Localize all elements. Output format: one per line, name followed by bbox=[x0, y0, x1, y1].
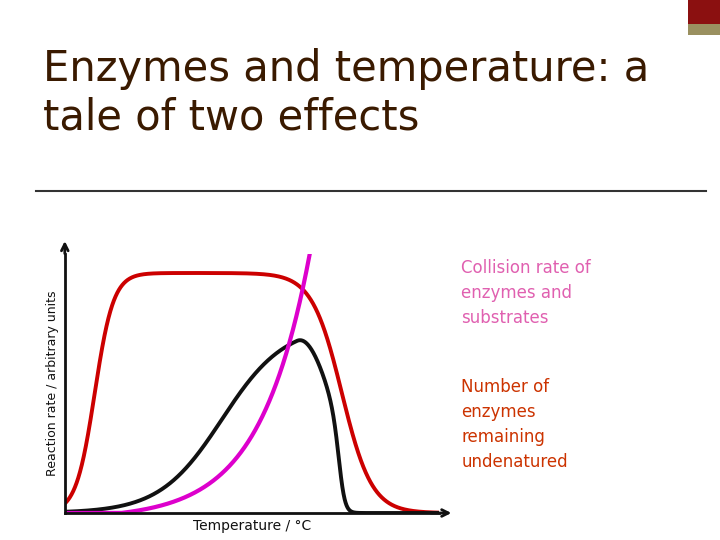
Bar bbox=[688, 24, 720, 35]
X-axis label: Temperature / °C: Temperature / °C bbox=[193, 518, 311, 532]
Text: Enzymes and temperature: a
tale of two effects: Enzymes and temperature: a tale of two e… bbox=[43, 48, 649, 139]
Bar bbox=[688, 0, 720, 24]
Text: Number of
enzymes
remaining
undenatured: Number of enzymes remaining undenatured bbox=[462, 378, 568, 471]
Text: Collision rate of
enzymes and
substrates: Collision rate of enzymes and substrates bbox=[462, 259, 591, 327]
Y-axis label: Reaction rate / arbitrary units: Reaction rate / arbitrary units bbox=[46, 291, 59, 476]
